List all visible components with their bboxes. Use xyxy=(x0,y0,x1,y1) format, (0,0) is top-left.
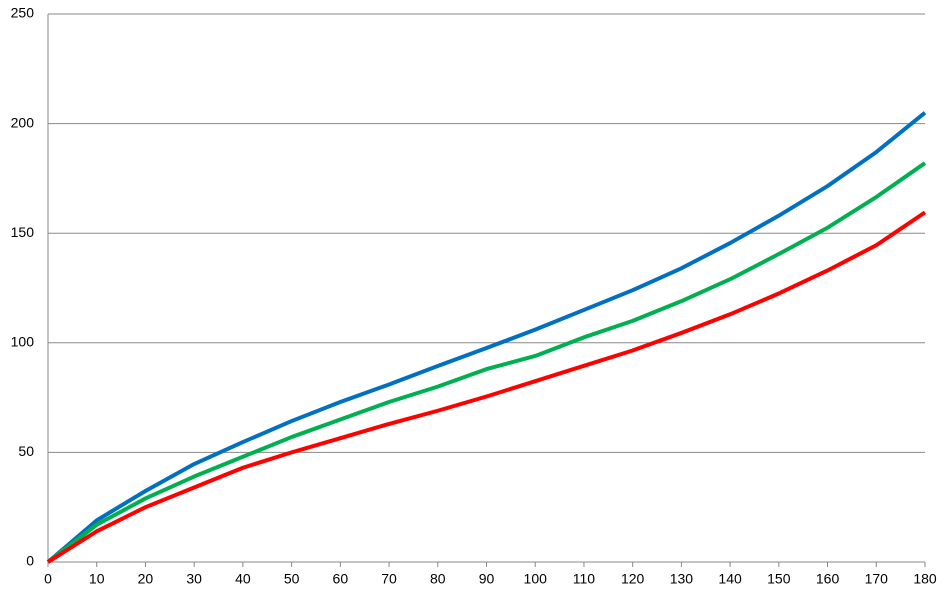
x-tick-label: 50 xyxy=(284,571,300,587)
x-tick-label: 60 xyxy=(333,571,349,587)
x-tick-label: 40 xyxy=(235,571,251,587)
x-tick-label: 30 xyxy=(186,571,202,587)
y-tick-label: 150 xyxy=(11,224,35,240)
x-tick-label: 90 xyxy=(479,571,495,587)
x-tick-label: 20 xyxy=(138,571,154,587)
y-tick-label: 50 xyxy=(18,443,34,459)
series-line xyxy=(46,161,927,564)
x-tick-label: 140 xyxy=(718,571,742,587)
series-line xyxy=(46,210,927,564)
y-tick-label: 0 xyxy=(26,553,34,569)
y-tick-label: 200 xyxy=(11,114,35,130)
x-tick-label: 10 xyxy=(89,571,105,587)
x-tick-label: 0 xyxy=(44,571,52,587)
x-tick-label: 180 xyxy=(913,571,937,587)
y-tick-label: 100 xyxy=(11,334,35,350)
x-tick-label: 70 xyxy=(381,571,397,587)
x-tick-label: 80 xyxy=(430,571,446,587)
y-tick-label: 250 xyxy=(11,5,35,21)
x-tick-label: 150 xyxy=(767,571,791,587)
x-tick-label: 130 xyxy=(670,571,694,587)
x-tick-label: 100 xyxy=(524,571,548,587)
x-tick-label: 110 xyxy=(573,571,596,587)
x-tick-label: 160 xyxy=(816,571,840,587)
x-tick-label: 120 xyxy=(621,571,645,587)
x-tick-label: 170 xyxy=(865,571,889,587)
series-line xyxy=(46,111,927,564)
